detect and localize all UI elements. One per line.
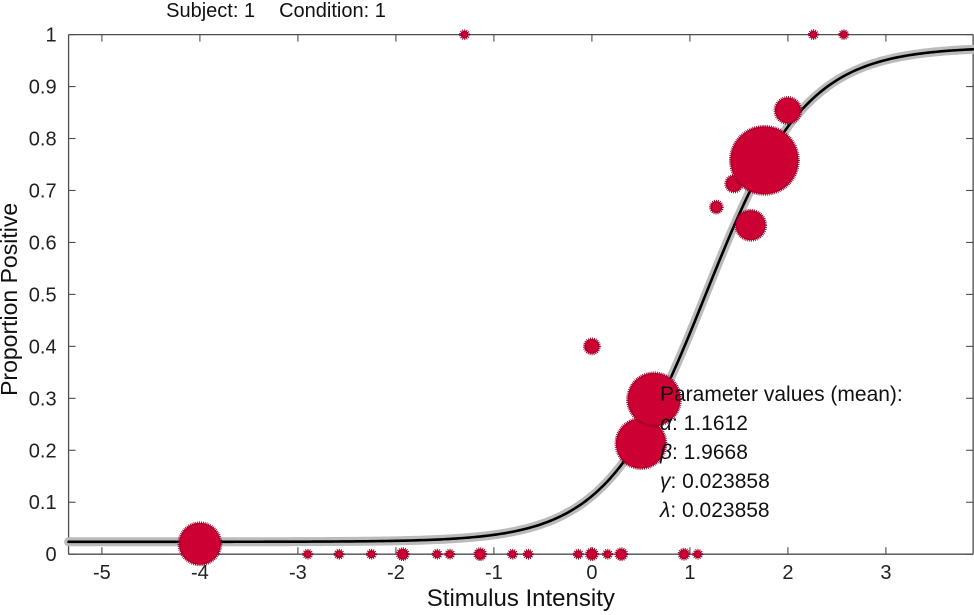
svg-text:γ: 0.023858: γ: 0.023858 xyxy=(660,470,770,493)
svg-text:λ: 0.023858: λ: 0.023858 xyxy=(659,499,770,522)
svg-text:0.1: 0.1 xyxy=(29,492,57,514)
svg-text:-1: -1 xyxy=(485,562,503,584)
svg-text:3: 3 xyxy=(880,562,891,584)
svg-text:2: 2 xyxy=(782,562,793,584)
svg-text:α: 1.1612: α: 1.1612 xyxy=(660,412,748,435)
svg-text:0.5: 0.5 xyxy=(29,284,57,306)
svg-text:β: 1.9668: β: 1.9668 xyxy=(659,441,748,464)
svg-text:Parameter values (mean):: Parameter values (mean): xyxy=(660,383,903,406)
svg-text:Proportion Positive: Proportion Positive xyxy=(0,203,22,396)
svg-text:0: 0 xyxy=(586,562,597,584)
svg-text:0.6: 0.6 xyxy=(29,232,57,254)
svg-text:0.2: 0.2 xyxy=(29,440,57,462)
svg-text:1: 1 xyxy=(684,562,695,584)
svg-text:-4: -4 xyxy=(191,562,209,584)
svg-text:-3: -3 xyxy=(289,562,307,584)
svg-text:0.8: 0.8 xyxy=(29,129,57,151)
svg-text:-5: -5 xyxy=(93,562,111,584)
svg-text:-2: -2 xyxy=(387,562,405,584)
svg-text:0.7: 0.7 xyxy=(29,180,57,202)
svg-text:0.4: 0.4 xyxy=(29,336,57,358)
svg-text:0.9: 0.9 xyxy=(29,77,57,99)
svg-text:0: 0 xyxy=(45,544,56,566)
svg-text:Stimulus Intensity: Stimulus Intensity xyxy=(427,585,615,612)
svg-text:0.3: 0.3 xyxy=(29,388,57,410)
svg-text:1: 1 xyxy=(45,25,56,47)
